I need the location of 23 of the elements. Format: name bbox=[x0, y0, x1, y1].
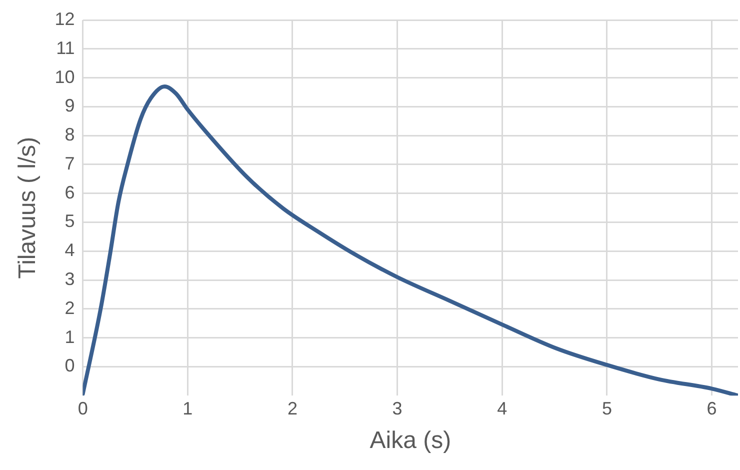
line-series bbox=[82, 84, 738, 396]
y-tick-label: 6 bbox=[64, 182, 75, 202]
x-tick-label: 6 bbox=[706, 398, 717, 418]
x-tick-label: 5 bbox=[602, 398, 612, 418]
x-tick-label: 2 bbox=[287, 398, 298, 418]
y-tick-label: 9 bbox=[64, 96, 75, 116]
y-axis-title: Tilavuus ( l/s) bbox=[14, 136, 42, 279]
x-tick-label: 1 bbox=[182, 398, 193, 418]
y-tick-label: 0 bbox=[64, 356, 75, 376]
y-tick-label: 8 bbox=[64, 124, 75, 145]
y-tick-label: 4 bbox=[64, 240, 75, 260]
y-tick-label: 11 bbox=[56, 38, 75, 58]
y-tick-label: 12 bbox=[54, 8, 75, 29]
y-tick-label: 2 bbox=[64, 298, 75, 318]
x-tick-label: 4 bbox=[497, 398, 508, 418]
y-tick-label: 5 bbox=[64, 211, 75, 232]
y-tick-label: 10 bbox=[54, 66, 75, 87]
y-tick-label: 7 bbox=[64, 153, 75, 174]
y-tick-label: 3 bbox=[64, 269, 75, 289]
x-tick-label: 0 bbox=[78, 398, 88, 418]
y-tick-label: 1 bbox=[64, 326, 75, 347]
x-tick-label: 3 bbox=[392, 398, 402, 418]
x-axis-title: Aika (s) bbox=[370, 427, 452, 454]
